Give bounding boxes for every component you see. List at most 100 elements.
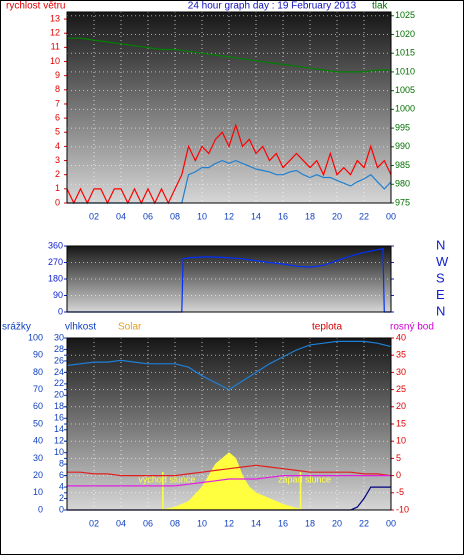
x-tick-label: 16: [278, 211, 288, 221]
y2-tick-label: 10: [396, 436, 406, 446]
y-tick-label: 180: [48, 273, 63, 283]
y2-axis-title: tlak: [372, 1, 389, 12]
series-line: [66, 123, 392, 205]
legend-label: rosný bod: [390, 322, 434, 333]
y2-tick-label: 1015: [395, 48, 415, 58]
x-tick-label: 00: [386, 211, 396, 221]
y3-tick-label: 12: [54, 436, 64, 446]
y-tick-label: 360: [48, 240, 63, 250]
y-tick-label: 12: [50, 28, 60, 38]
y2-tick-label: W: [436, 254, 449, 269]
y2-tick-label: N: [436, 303, 445, 318]
y-tick-label: 70: [33, 384, 43, 394]
x-tick-label: 08: [170, 211, 180, 221]
y3-tick-label: 30: [54, 332, 64, 342]
x-tick-label: 12: [224, 518, 234, 528]
x-tick-label: 00: [386, 518, 396, 528]
y-tick-label: 13: [50, 13, 60, 23]
y2-tick-label: 990: [395, 141, 410, 151]
y2-tick-label: -5: [396, 487, 404, 497]
y2-tick-label: 0: [396, 470, 401, 480]
y-tick-label: 1: [55, 183, 60, 193]
solar-area: [161, 452, 304, 511]
y-tick-label: 0: [38, 504, 43, 514]
y3-tick-label: 8: [59, 459, 64, 469]
y3-tick-label: 4: [59, 481, 64, 491]
y-tick-label: 8: [55, 84, 60, 94]
y2-tick-label: 1010: [395, 66, 415, 76]
y-tick-label: 9: [55, 70, 60, 80]
y2-tick-label: 980: [395, 179, 410, 189]
y-tick-label: 50: [33, 418, 43, 428]
y2-tick-label: E: [436, 287, 445, 302]
y3-tick-label: 18: [54, 401, 64, 411]
series-line: [66, 340, 392, 391]
y2-tick-label: 1020: [395, 29, 415, 39]
x-tick-label: 14: [251, 518, 261, 528]
series-line: [67, 464, 392, 477]
annotation-text: západ slunce: [278, 474, 331, 484]
y-tick-label: 7: [55, 98, 60, 108]
x-tick-label: 12: [224, 211, 234, 221]
y-tick-label: 100: [28, 332, 43, 342]
y-tick-label: 40: [33, 436, 43, 446]
y2-tick-label: 15: [396, 418, 406, 428]
y-tick-label: 90: [53, 290, 63, 300]
series-line: [67, 248, 391, 313]
y3-tick-label: 14: [54, 424, 64, 434]
x-tick-label: 20: [332, 518, 342, 528]
y-tick-label: 3: [55, 155, 60, 165]
y-tick-label: 30: [33, 453, 43, 463]
y3-tick-label: 24: [54, 367, 64, 377]
y-tick-label: 270: [48, 257, 63, 267]
plot-border: [66, 245, 392, 313]
x-tick-label: 10: [197, 518, 207, 528]
y2-tick-label: -10: [396, 504, 409, 514]
y-axis-title: rychlost větru: [6, 1, 65, 12]
y2-tick-label: 1005: [395, 85, 415, 95]
y3-tick-label: 26: [54, 355, 64, 365]
x-tick-label: 20: [332, 211, 342, 221]
y2-tick-label: 985: [395, 160, 410, 170]
y3-tick-label: 16: [54, 413, 64, 423]
y2-tick-label: 35: [396, 350, 406, 360]
y-tick-label: 60: [33, 401, 43, 411]
y3-tick-label: 22: [54, 378, 64, 388]
x-tick-label: 14: [251, 211, 261, 221]
y2-tick-label: 1000: [395, 104, 415, 114]
plot-border: [66, 337, 392, 511]
y3-tick-label: 0: [59, 504, 64, 514]
x-tick-label: 08: [170, 518, 180, 528]
y2-tick-label: 995: [395, 122, 410, 132]
x-tick-label: 04: [116, 518, 126, 528]
y-tick-label: 10: [33, 487, 43, 497]
y3-tick-label: 2: [59, 493, 64, 503]
y2-tick-label: 5: [396, 453, 401, 463]
x-tick-label: 06: [143, 518, 153, 528]
annotation-text: východ slunce: [138, 474, 195, 484]
x-tick-label: 02: [89, 211, 99, 221]
x-tick-label: 22: [359, 211, 369, 221]
y-tick-label: 90: [33, 350, 43, 360]
x-tick-label: 10: [197, 211, 207, 221]
y2-tick-label: 40: [396, 332, 406, 342]
y-tick-label: 0: [55, 197, 60, 207]
chart-title: 24 hour graph day : 19 February 2013: [188, 1, 357, 12]
x-tick-label: 02: [89, 518, 99, 528]
y2-tick-label: S: [436, 270, 445, 285]
y2-tick-label: 30: [396, 367, 406, 377]
y-tick-label: 4: [55, 141, 60, 151]
legend-label: Solar: [118, 322, 142, 333]
x-tick-label: 16: [278, 518, 288, 528]
y-tick-label: 10: [50, 56, 60, 66]
y2-tick-label: 1025: [395, 10, 415, 20]
y3-tick-label: 6: [59, 470, 64, 480]
legend-label: vlhkost: [65, 322, 96, 333]
plot-area: [67, 246, 391, 312]
legend-label: teplota: [312, 322, 342, 333]
y2-tick-label: N: [436, 237, 445, 252]
x-tick-label: 06: [143, 211, 153, 221]
x-tick-label: 04: [116, 211, 126, 221]
y-tick-label: 11: [51, 42, 60, 52]
